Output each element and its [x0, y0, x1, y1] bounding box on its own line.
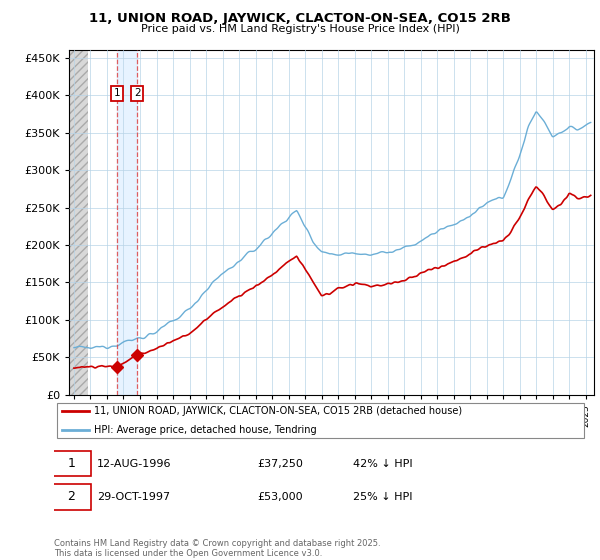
Text: 11, UNION ROAD, JAYWICK, CLACTON-ON-SEA, CO15 2RB (detached house): 11, UNION ROAD, JAYWICK, CLACTON-ON-SEA,…	[94, 407, 462, 417]
Bar	[117, 50, 137, 395]
Text: Price paid vs. HM Land Registry's House Price Index (HPI): Price paid vs. HM Land Registry's House …	[140, 24, 460, 34]
Text: 2: 2	[134, 88, 140, 99]
Text: 29-OCT-1997: 29-OCT-1997	[97, 492, 170, 502]
Bar	[69, 50, 88, 395]
FancyBboxPatch shape	[56, 403, 584, 438]
Text: 1: 1	[67, 457, 75, 470]
Text: 11, UNION ROAD, JAYWICK, CLACTON-ON-SEA, CO15 2RB: 11, UNION ROAD, JAYWICK, CLACTON-ON-SEA,…	[89, 12, 511, 25]
Text: 25% ↓ HPI: 25% ↓ HPI	[353, 492, 413, 502]
Text: 2: 2	[67, 491, 75, 503]
Text: Contains HM Land Registry data © Crown copyright and database right 2025.
This d: Contains HM Land Registry data © Crown c…	[54, 539, 380, 558]
Text: £53,000: £53,000	[257, 492, 302, 502]
Text: 1: 1	[114, 88, 121, 99]
Text: HPI: Average price, detached house, Tendring: HPI: Average price, detached house, Tend…	[94, 424, 317, 435]
Text: £37,250: £37,250	[257, 459, 303, 469]
FancyBboxPatch shape	[52, 451, 91, 477]
FancyBboxPatch shape	[52, 484, 91, 510]
Text: 42% ↓ HPI: 42% ↓ HPI	[353, 459, 413, 469]
Text: 12-AUG-1996: 12-AUG-1996	[97, 459, 171, 469]
